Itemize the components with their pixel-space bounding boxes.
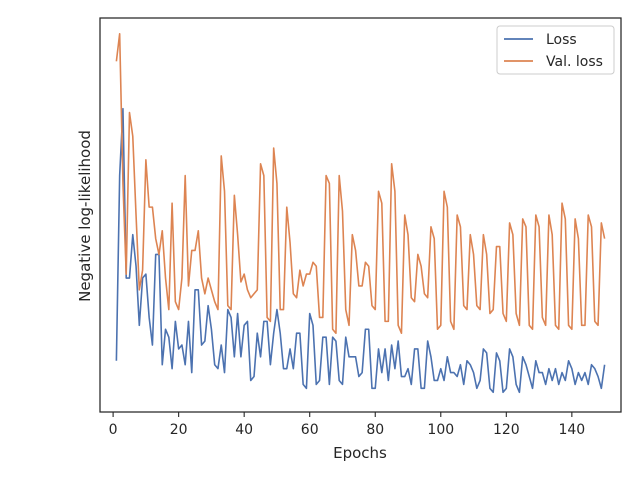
series-line-1 [115, 107, 606, 394]
legend-box [496, 25, 615, 75]
legend: Loss Val. loss [496, 25, 615, 75]
plot-frame [99, 17, 622, 413]
x-tick-label: 0 [109, 422, 118, 438]
legend-label-2: Val. loss [546, 54, 603, 70]
series-line-2 [115, 32, 606, 335]
x-tick-label: 20 [170, 422, 188, 438]
x-tick-label: 100 [427, 422, 454, 438]
x-tick-label: 60 [301, 422, 319, 438]
x-axis-label: Epochs [333, 444, 387, 462]
y-axis-label: Negative log-likelihood [76, 130, 94, 302]
x-axis-ticks: 0 20 40 60 80 100 120 140 [109, 412, 585, 438]
x-tick-label: 80 [366, 422, 384, 438]
x-tick-label: 40 [235, 422, 253, 438]
legend-label-1: Loss [546, 32, 577, 48]
series-layer [115, 32, 606, 394]
x-tick-label: 120 [493, 422, 520, 438]
x-tick-label: 140 [558, 422, 585, 438]
